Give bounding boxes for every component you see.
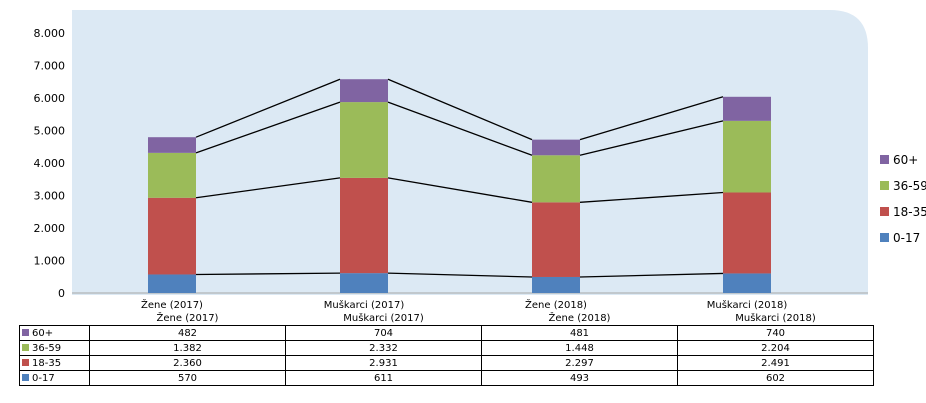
series-line: [579, 120, 724, 156]
x-tick-label: Muškarci (2017): [324, 299, 405, 310]
x-tick-label: Žene (2017): [141, 298, 203, 310]
legend-swatch: [880, 155, 889, 164]
table-cell: 704: [285, 325, 482, 341]
bar-segment: [532, 276, 580, 293]
y-tick-label: 1.000: [34, 255, 66, 268]
legend-label: 18-35: [893, 205, 926, 219]
series-connector-lines: [195, 78, 724, 278]
series-line: [387, 177, 533, 203]
x-tick-label: Žene (2018): [525, 298, 587, 310]
y-tick-label: 6.000: [34, 92, 66, 105]
table-cell: 602: [677, 370, 874, 386]
table-cell: 2.204: [677, 340, 874, 356]
y-tick-label: 7.000: [34, 60, 66, 73]
bar-segment: [723, 192, 771, 274]
table-cell: 2.297: [481, 355, 678, 371]
legend-label: 0-17: [893, 231, 920, 245]
y-tick-label: 0: [58, 287, 65, 300]
table-row: 18-35 2.360 2.931 2.297 2.491: [19, 355, 874, 371]
table-cell: 2.360: [89, 355, 286, 371]
bar-segment: [532, 155, 580, 203]
bar-segment: [148, 274, 196, 293]
bar-segment: [340, 79, 388, 103]
table-cell: 2.491: [677, 355, 874, 371]
series-line: [387, 101, 533, 156]
legend-swatch: [880, 207, 889, 216]
table-header-cell: Muškarci (2018): [677, 311, 874, 326]
legend-swatch-0-17: [22, 374, 29, 381]
bar-segment: [723, 273, 771, 293]
series-line: [579, 191, 724, 203]
table-cell: 482: [89, 325, 286, 341]
table-cell: 1.382: [89, 340, 286, 356]
bar-segment: [340, 273, 388, 293]
bar-segment: [723, 120, 771, 193]
data-table: Žene (2017) Muškarci (2017) Žene (2018) …: [19, 311, 874, 386]
table-row-label: 18-35: [19, 355, 90, 371]
legend-swatch: [880, 181, 889, 190]
bar-segment: [148, 137, 196, 153]
series-line: [579, 272, 724, 278]
table-cell: 2.332: [285, 340, 482, 356]
table-header-cell: Muškarci (2017): [285, 311, 482, 326]
y-tick-label: 2.000: [34, 222, 66, 235]
table-row-label: 60+: [19, 325, 90, 341]
y-tick-label: 5.000: [34, 125, 66, 138]
table-row-label: 36-59: [19, 340, 90, 356]
series-line: [195, 78, 341, 138]
table-cell: 1.448: [481, 340, 678, 356]
bar-segment: [148, 197, 196, 275]
table-row: 0-17 570 611 493 602: [19, 370, 874, 386]
bar-segment: [723, 96, 771, 121]
bar-segment: [148, 152, 196, 198]
table-row-label: 0-17: [19, 370, 90, 386]
table-cell: 740: [677, 325, 874, 341]
legend: 60+ 36-59 18-35 0-17: [880, 153, 926, 245]
y-tick-label: 3.000: [34, 190, 66, 203]
table-header-row: Žene (2017) Muškarci (2017) Žene (2018) …: [19, 311, 874, 326]
series-line: [579, 96, 724, 141]
series-line: [195, 101, 341, 154]
bar-segment: [532, 202, 580, 277]
y-tick-label: 8.000: [34, 27, 66, 40]
series-line: [195, 272, 341, 276]
legend-swatch-60plus: [22, 329, 29, 336]
table-cell: 570: [89, 370, 286, 386]
bar-segment: [532, 139, 580, 156]
table-cell: 481: [481, 325, 678, 341]
legend-swatch: [880, 233, 889, 242]
y-axis-ticks: 0 1.000 2.000 3.000 4.000 5.000 6.000 7.000 8.00…: [34, 27, 66, 300]
series-line: [195, 177, 341, 199]
table-cell: 2.931: [285, 355, 482, 371]
table-row: 60+ 482 704 481 740: [19, 325, 874, 341]
legend-swatch-18-35: [22, 359, 29, 366]
table-header-cell: Žene (2018): [481, 311, 678, 326]
bar-segment: [340, 102, 388, 178]
series-line: [387, 78, 533, 141]
bar-segments: [148, 79, 771, 293]
table-cell: 493: [481, 370, 678, 386]
y-tick-label: 4.000: [34, 157, 66, 170]
bar-segment: [340, 177, 388, 274]
table-corner-cell: [19, 311, 90, 326]
x-tick-label: Muškarci (2018): [707, 299, 788, 310]
table-header-cell: Žene (2017): [89, 311, 286, 326]
table-row: 36-59 1.382 2.332 1.448 2.204: [19, 340, 874, 356]
legend-label: 60+: [893, 153, 918, 167]
table-cell: 611: [285, 370, 482, 386]
legend-label: 36-59: [893, 179, 926, 193]
series-line: [387, 272, 533, 278]
plot-area-background: [72, 10, 868, 295]
legend-swatch-36-59: [22, 344, 29, 351]
stacked-bar-chart: 0 1.000 2.000 3.000 4.000 5.000 6.000 7.000 8.00…: [34, 10, 926, 310]
